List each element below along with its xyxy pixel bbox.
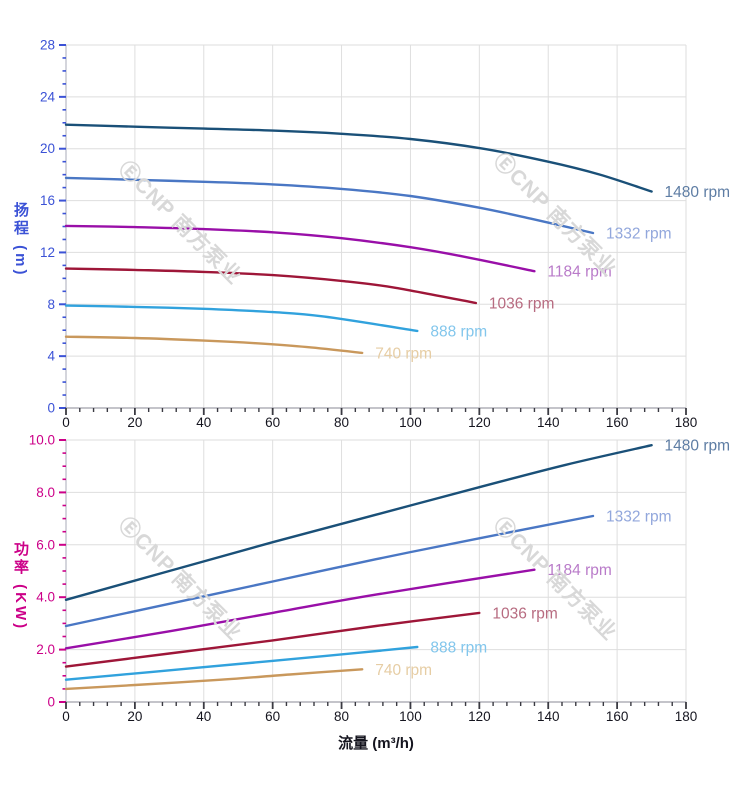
- curve-888-rpm: [64, 645, 419, 681]
- x-tick-label: 20: [127, 415, 142, 430]
- y-tick-label: 4: [47, 349, 55, 364]
- curve-label-740-rpm: 740 rpm: [375, 662, 432, 679]
- curve-1184-rpm: [64, 224, 536, 273]
- curve-label-1332-rpm: 1332 rpm: [606, 225, 671, 242]
- curve-1184-rpm: [64, 568, 536, 650]
- y-tick-label: 8: [47, 297, 55, 312]
- curve-1480-rpm: [64, 444, 653, 601]
- x-tick-label: 80: [334, 415, 349, 430]
- curve-888-rpm: [64, 304, 419, 333]
- curve-740-rpm: [64, 668, 364, 691]
- y-tick-label: 16: [40, 193, 55, 208]
- curve-1332-rpm: [64, 514, 595, 628]
- curve-label-1332-rpm: 1332 rpm: [606, 508, 671, 525]
- y-tick-label: 24: [40, 89, 56, 104]
- x-tick-label: 160: [606, 709, 629, 724]
- x-tick-label: 120: [468, 415, 491, 430]
- x-tick-label: 100: [399, 709, 422, 724]
- y-tick-label: 0: [47, 401, 55, 416]
- curve-1332-rpm: [64, 176, 595, 235]
- curve-label-1480-rpm: 1480 rpm: [665, 184, 730, 201]
- y-tick-label: 28: [40, 38, 55, 53]
- x-tick-label: 0: [62, 415, 70, 430]
- y-tick-label: 4.0: [36, 590, 55, 605]
- curve-1036-rpm: [64, 267, 478, 305]
- curve-label-888-rpm: 888 rpm: [430, 639, 487, 656]
- x-tick-label: 160: [606, 415, 629, 430]
- x-tick-label: 60: [265, 709, 280, 724]
- x-tick-label: 20: [127, 709, 142, 724]
- curve-label-1184-rpm: 1184 rpm: [547, 562, 611, 579]
- curve-1480-rpm: [64, 123, 653, 193]
- y-tick-label: 0: [47, 695, 55, 710]
- x-tick-label: 140: [537, 709, 560, 724]
- y-tick-label: 8.0: [36, 485, 55, 500]
- curve-label-740-rpm: 740 rpm: [375, 345, 432, 362]
- curve-740-rpm: [64, 335, 364, 355]
- x-tick-label: 60: [265, 415, 280, 430]
- x-tick-label: 140: [537, 415, 560, 430]
- y-tick-label: 12: [40, 245, 55, 260]
- curve-1036-rpm: [64, 611, 481, 668]
- curve-label-1184-rpm: 1184 rpm: [547, 264, 611, 281]
- curve-label-1036-rpm: 1036 rpm: [492, 605, 557, 622]
- y-tick-label: 6.0: [36, 537, 55, 552]
- x-tick-label: 180: [675, 415, 698, 430]
- power-y-axis-title: 功率 (KW): [12, 541, 29, 632]
- x-tick-label: 80: [334, 709, 349, 724]
- x-tick-label: 180: [675, 709, 698, 724]
- y-tick-label: 10.0: [29, 433, 55, 448]
- y-tick-label: 2.0: [36, 642, 55, 657]
- curve-label-1036-rpm: 1036 rpm: [489, 295, 554, 312]
- head-y-axis-title: 扬程 (m): [12, 202, 29, 278]
- x-tick-label: 0: [62, 709, 70, 724]
- x-tick-label: 100: [399, 415, 422, 430]
- curve-label-888-rpm: 888 rpm: [430, 323, 487, 340]
- curve-label-1480-rpm: 1480 rpm: [665, 438, 730, 455]
- y-tick-label: 20: [40, 141, 55, 156]
- x-tick-label: 120: [468, 709, 491, 724]
- flow-x-axis-title: 流量 (m³/h): [338, 735, 414, 752]
- x-tick-label: 40: [196, 415, 211, 430]
- x-tick-label: 40: [196, 709, 211, 724]
